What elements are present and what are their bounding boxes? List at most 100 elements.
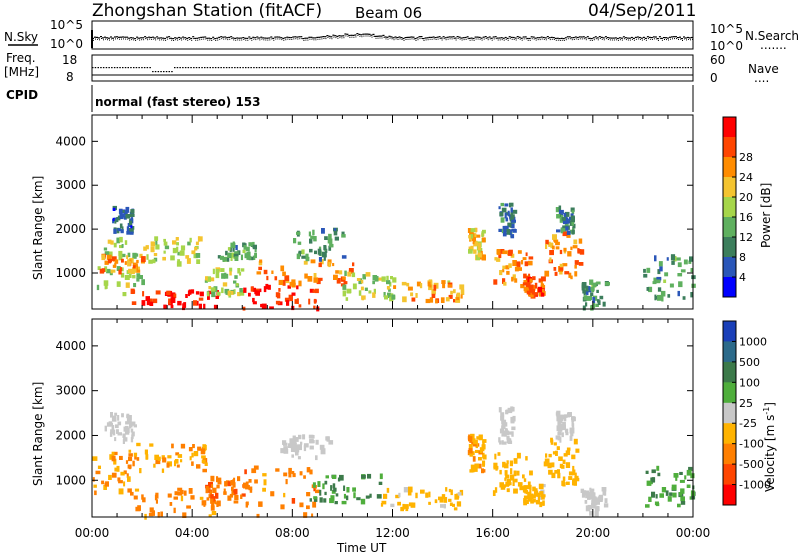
heatmap-cell [574, 260, 579, 265]
nave-point [515, 67, 517, 69]
heatmap-cell [136, 457, 140, 461]
nave-point [332, 67, 334, 69]
nsky-point [240, 37, 243, 39]
nsky-point [326, 35, 329, 37]
nsky-point [562, 38, 565, 40]
heatmap-cell [209, 490, 212, 495]
heatmap-cell [233, 280, 237, 284]
heatmap-cell [192, 444, 195, 449]
nsearch-point [491, 39, 493, 41]
heatmap-cell [448, 488, 451, 493]
heatmap-cell [297, 444, 302, 451]
heatmap-cell [217, 500, 221, 507]
heatmap-cell [313, 277, 319, 283]
nsky-point [250, 37, 253, 39]
x-axis-label: Time UT [336, 541, 387, 554]
nave-point [663, 67, 665, 69]
nsearch-point [621, 39, 623, 41]
nsearch-point [175, 39, 177, 41]
nsearch-point [189, 39, 191, 40]
heatmap-cell [103, 247, 108, 251]
heatmap-cell [585, 302, 588, 307]
heatmap-cell [445, 487, 448, 492]
nsearch-point [395, 38, 397, 40]
heatmap-cell [229, 290, 234, 295]
nsearch-point [319, 38, 321, 40]
heatmap-cell [265, 283, 269, 290]
nsearch-point [225, 38, 227, 40]
nave-point [184, 67, 187, 69]
heatmap-cell [237, 476, 241, 482]
heatmap-cell [520, 260, 524, 265]
freq-label-line2: [MHz] [4, 65, 39, 79]
heatmap-cell [254, 247, 257, 253]
heatmap-cell [243, 287, 247, 293]
heatmap-cell [564, 271, 570, 275]
nave-point [310, 67, 312, 69]
nave-point [318, 67, 321, 69]
heatmap-cell [498, 228, 503, 232]
nsearch-point [201, 38, 203, 40]
heatmap-cell [477, 248, 483, 254]
nave-point [501, 67, 504, 69]
nave-point [242, 67, 244, 69]
nsky-point [142, 37, 145, 39]
nave-point [370, 67, 373, 69]
heatmap-cell [502, 461, 506, 468]
heatmap-cell [129, 421, 132, 426]
nsearch-point [223, 38, 225, 40]
heatmap-cell [227, 481, 232, 487]
nsky-point [520, 37, 523, 39]
heatmap-cell [328, 233, 332, 240]
heatmap-cell [505, 409, 509, 415]
nsearch-point [135, 40, 137, 41]
nave-point [398, 67, 400, 69]
heatmap-cell [320, 449, 326, 455]
heatmap-cell [402, 503, 405, 510]
nsearch-point [571, 39, 573, 41]
heatmap-cell [682, 296, 686, 300]
heatmap-cell [297, 241, 302, 245]
heatmap-cell [568, 272, 572, 278]
heatmap-cell [591, 501, 596, 507]
heatmap-cell [512, 274, 516, 281]
nsky-point [660, 37, 663, 39]
heatmap-cell [500, 217, 505, 223]
nsky-point [98, 37, 100, 39]
nave-point [316, 67, 318, 69]
heatmap-cell [114, 412, 118, 416]
nave-point [613, 67, 616, 69]
heatmap-cell [499, 212, 504, 217]
nave-point [141, 67, 143, 69]
heatmap-cell [249, 489, 253, 493]
heatmap-cell [667, 496, 672, 502]
heatmap-cell [129, 273, 132, 278]
heatmap-cell [312, 482, 316, 488]
heatmap-cell [152, 298, 158, 304]
y-tick-label: 2000 [55, 222, 86, 236]
heatmap-cell [229, 493, 234, 498]
heatmap-cell [136, 273, 141, 278]
heatmap-cell [117, 432, 122, 436]
heatmap-cell [343, 281, 348, 285]
heatmap-cell [123, 210, 128, 216]
heatmap-cell [126, 226, 130, 232]
nsearch-point [329, 37, 331, 39]
heatmap-cell [149, 298, 153, 304]
nsky-point [442, 36, 445, 38]
freq-left-tick-bottom: 8 [66, 70, 74, 84]
nsky-point [382, 34, 385, 36]
heatmap-cell [210, 497, 214, 504]
nsky-point [654, 36, 657, 38]
nave-point [367, 67, 370, 69]
heatmap-cell [509, 474, 515, 481]
heatmap-cell [323, 498, 327, 503]
nsearch-point [271, 38, 273, 40]
heatmap-cell [529, 493, 534, 500]
heatmap-cell [528, 256, 534, 260]
heatmap-cell [431, 293, 436, 298]
heatmap-cell [552, 245, 555, 250]
heatmap-cell [412, 502, 416, 507]
nave-legend-dots: .... [754, 71, 769, 85]
heatmap-cell [386, 280, 391, 285]
